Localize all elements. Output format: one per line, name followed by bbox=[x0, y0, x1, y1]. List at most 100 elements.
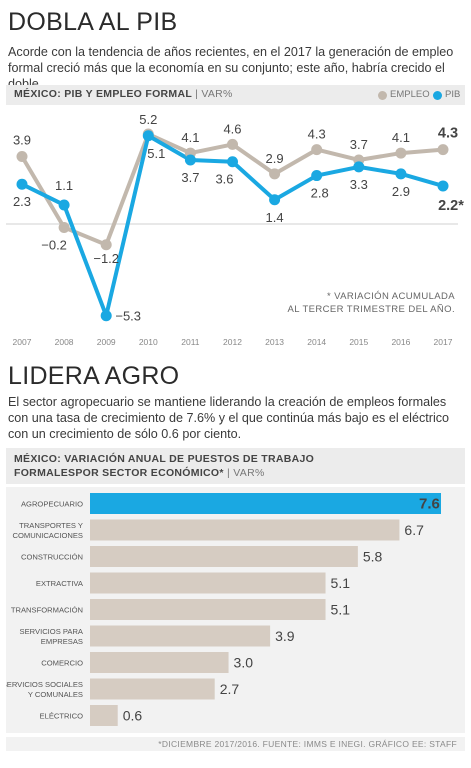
pib-point-2016 bbox=[395, 168, 407, 180]
pib-label-2007: 2.3 bbox=[13, 194, 31, 209]
empleo-label-2017: 4.3 bbox=[438, 126, 458, 142]
empleo-point-2007 bbox=[16, 151, 28, 163]
bar-comercio bbox=[90, 652, 229, 673]
chart2-title-line2-wrap: FORMALESPOR SECTOR ECONÓMICO* | VAR% bbox=[14, 466, 314, 480]
x-tick-2016: 2016 bbox=[391, 337, 410, 347]
bar-transportes y-comunicaciones bbox=[90, 519, 400, 541]
category-label-8: ELÉCTRICO bbox=[40, 712, 84, 721]
pib-label-2011: 3.7 bbox=[181, 170, 199, 185]
legend-empleo-swatch bbox=[378, 91, 387, 100]
empleo-label-2012: 4.6 bbox=[223, 121, 241, 136]
pib-point-2014 bbox=[311, 170, 323, 182]
pib-label-2013: 1.4 bbox=[266, 210, 284, 225]
pib-point-2008 bbox=[58, 199, 70, 211]
category-label-5: SERVICIOS PARA EMPRESAS bbox=[20, 627, 84, 646]
bar-servicios para-empresas bbox=[90, 625, 271, 647]
x-tick-2014: 2014 bbox=[307, 337, 326, 347]
legend-pib-swatch bbox=[433, 91, 442, 100]
intro-paragraph-2: El sector agropecuario se mantiene lider… bbox=[8, 395, 450, 441]
chart2-header: MÉXICO: VARIACIÓN ANUAL DE PUESTOS DE TR… bbox=[6, 448, 465, 484]
chart1-note-line2: AL TERCER TRIMESTRE DEL AÑO. bbox=[287, 304, 455, 315]
value-label-2: 5.8 bbox=[363, 549, 383, 565]
pib-label-2014: 2.8 bbox=[311, 186, 329, 201]
x-tick-2007: 2007 bbox=[13, 337, 32, 347]
empleo-point-2009 bbox=[100, 239, 112, 251]
empleo-point-2017 bbox=[437, 144, 449, 156]
empleo-label-2016: 4.1 bbox=[392, 130, 410, 145]
x-tick-2017: 2017 bbox=[434, 337, 453, 347]
chart1-header: MÉXICO: PIB Y EMPLEO FORMAL | VAR% EMPLE… bbox=[6, 85, 465, 105]
empleo-label-2008: −0.2 bbox=[41, 237, 67, 252]
value-label-8: 0.6 bbox=[123, 708, 143, 724]
value-label-5: 3.9 bbox=[275, 628, 295, 644]
pib-point-2012 bbox=[227, 156, 238, 168]
bar-eléctrico bbox=[90, 705, 118, 726]
line-chart-pib-empleo: 3.9 −0.2 −1.2 4.1 4.6 2.9 4.3 3.7 4.1 4.3 5.2 2.3 1.… bbox=[6, 112, 464, 347]
empleo-label-2013: 2.9 bbox=[266, 151, 284, 166]
x-tick-2012: 2012 bbox=[223, 337, 242, 347]
value-label-1: 6.7 bbox=[404, 522, 424, 538]
pib-label-2016: 2.9 bbox=[392, 184, 410, 199]
bar-agropecuario bbox=[90, 493, 441, 514]
category-label-0: AGROPECUARIO bbox=[21, 500, 83, 509]
empleo-label-2011: 4.1 bbox=[181, 130, 199, 145]
empleo-label-2014: 4.3 bbox=[308, 127, 326, 142]
x-tick-2013: 2013 bbox=[265, 337, 284, 347]
pib-point-2011 bbox=[184, 154, 196, 166]
pib-label-2017: 2.2* bbox=[438, 198, 464, 214]
empleo-series-line bbox=[20, 132, 444, 247]
chart1-note-line1: * VARIACIÓN ACUMULADA bbox=[326, 291, 455, 302]
x-tick-2010: 2010 bbox=[139, 337, 158, 347]
footnote-bar: *DICIEMBRE 2017/2016. FUENTE: IMMS E INE… bbox=[6, 737, 465, 751]
pib-point-2010 bbox=[142, 130, 154, 142]
empleo-point-2012 bbox=[227, 138, 238, 150]
chart2-title-line2: FORMALESPOR SECTOR ECONÓMICO* bbox=[14, 467, 224, 479]
pib-point-2013 bbox=[269, 194, 281, 206]
value-label-4: 5.1 bbox=[331, 602, 351, 618]
pib-point-2007 bbox=[16, 178, 28, 190]
category-label-2: CONSTRUCCIÓN bbox=[21, 553, 83, 562]
empleo-point-2013 bbox=[269, 168, 281, 180]
chart1-title: MÉXICO: PIB Y EMPLEO FORMAL | VAR% bbox=[14, 88, 233, 100]
category-label-1: TRANSPORTES Y COMUNICACIONES bbox=[13, 521, 83, 540]
empleo-label-2010: 5.2 bbox=[139, 112, 157, 127]
chart1-title-text: MÉXICO: PIB Y EMPLEO FORMAL bbox=[14, 88, 192, 100]
bar-transformación bbox=[90, 599, 326, 620]
headline-pib: DOBLA AL PIB bbox=[8, 8, 178, 36]
empleo-label-2009: −1.2 bbox=[93, 251, 119, 266]
chart2-title-line1: MÉXICO: VARIACIÓN ANUAL DE PUESTOS DE TR… bbox=[14, 453, 315, 465]
pib-label-2008: 1.1 bbox=[55, 178, 73, 193]
category-label-7: SERVICIOS SOCIALES Y COMUNALES bbox=[6, 680, 83, 699]
empleo-label-2007: 3.9 bbox=[13, 133, 31, 148]
legend-pib-label: PIB bbox=[445, 89, 461, 100]
bar-chart-sectors: AGROPECUARIO 7.6 TRANSPORTES Y COMUNICACION… bbox=[6, 493, 441, 726]
x-tick-2009: 2009 bbox=[97, 337, 116, 347]
pib-point-2015 bbox=[353, 161, 365, 173]
value-label-7: 2.7 bbox=[220, 681, 240, 697]
value-label-6: 3.0 bbox=[234, 655, 254, 671]
empleo-label-2015: 3.7 bbox=[350, 137, 368, 152]
footnote: *DICIEMBRE 2017/2016. FUENTE: IMMS E INE… bbox=[158, 739, 457, 749]
chart2-title: MÉXICO: VARIACIÓN ANUAL DE PUESTOS DE TR… bbox=[14, 452, 314, 480]
chart1-unit-text: VAR% bbox=[201, 88, 233, 100]
bar-extractiva bbox=[90, 572, 326, 594]
category-label-6: COMERCIO bbox=[41, 659, 83, 668]
x-tick-2015: 2015 bbox=[349, 337, 368, 347]
chart1-note: * VARIACIÓN ACUMULADA AL TERCER TRIMESTR… bbox=[288, 290, 455, 316]
empleo-point-2014 bbox=[311, 144, 323, 156]
category-label-4: TRANSFORMACIÓN bbox=[11, 606, 83, 615]
pib-point-2009 bbox=[100, 310, 112, 322]
pib-label-2012: 3.6 bbox=[215, 172, 233, 187]
x-tick-2011: 2011 bbox=[181, 337, 200, 347]
value-label-3: 5.1 bbox=[331, 575, 351, 591]
chart2-unit: | VAR% bbox=[227, 467, 265, 479]
chart2-unit-text: VAR% bbox=[233, 467, 265, 479]
pib-label-2009: −5.3 bbox=[115, 309, 141, 324]
pib-label-2015: 3.3 bbox=[350, 177, 368, 192]
legend-empleo-label: EMPLEO bbox=[390, 89, 430, 100]
empleo-point-2008 bbox=[58, 221, 70, 233]
chart1-unit: | VAR% bbox=[195, 88, 233, 100]
x-tick-2008: 2008 bbox=[55, 337, 74, 347]
category-label-3: EXTRACTIVA bbox=[36, 579, 84, 588]
pib-point-2017 bbox=[437, 180, 449, 192]
